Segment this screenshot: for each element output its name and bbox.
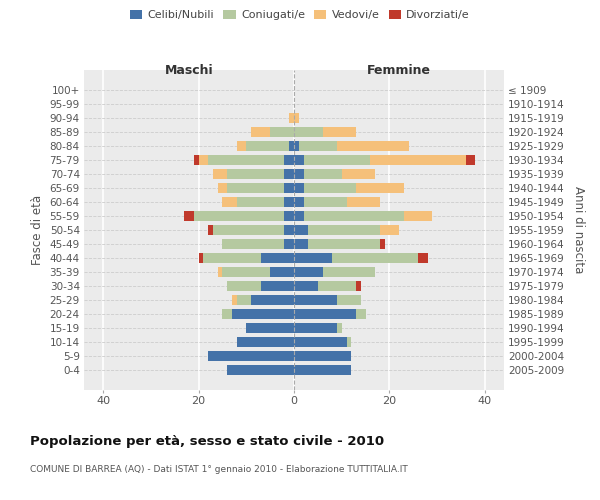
Bar <box>304 210 404 222</box>
Bar <box>337 294 361 306</box>
Bar <box>304 182 356 194</box>
Bar <box>289 140 294 151</box>
Bar <box>294 280 318 291</box>
Text: Maschi: Maschi <box>164 64 214 78</box>
Bar <box>227 182 284 194</box>
Bar <box>199 154 208 166</box>
Bar <box>260 280 294 291</box>
Bar <box>203 252 260 264</box>
Bar <box>223 196 237 207</box>
Bar <box>347 196 380 207</box>
Bar <box>294 126 323 138</box>
Bar <box>194 154 199 166</box>
Bar <box>308 238 380 250</box>
Bar <box>337 322 342 334</box>
Bar <box>213 168 227 179</box>
Bar <box>232 294 237 306</box>
Y-axis label: Anni di nascita: Anni di nascita <box>572 186 585 274</box>
Bar <box>294 210 304 222</box>
Bar <box>418 252 428 264</box>
Bar <box>380 238 385 250</box>
Bar <box>270 266 294 278</box>
Bar <box>284 154 294 166</box>
Bar <box>294 364 351 376</box>
Bar <box>380 224 399 235</box>
Bar <box>466 154 475 166</box>
Bar <box>294 140 299 151</box>
Bar <box>342 168 375 179</box>
Bar <box>304 196 347 207</box>
Y-axis label: Fasce di età: Fasce di età <box>31 195 44 265</box>
Bar <box>284 224 294 235</box>
Bar <box>213 224 284 235</box>
Bar <box>308 224 380 235</box>
Bar <box>208 350 294 362</box>
Bar <box>294 350 351 362</box>
Bar <box>294 238 308 250</box>
Bar <box>294 252 332 264</box>
Bar <box>337 140 409 151</box>
Bar <box>251 294 294 306</box>
Bar <box>218 266 223 278</box>
Bar <box>194 210 284 222</box>
Bar <box>294 112 299 124</box>
Bar <box>246 140 289 151</box>
Bar <box>304 154 370 166</box>
Bar <box>232 308 294 320</box>
Bar <box>223 238 284 250</box>
Text: Femmine: Femmine <box>367 64 431 78</box>
Bar <box>284 168 294 179</box>
Bar <box>347 336 351 347</box>
Bar <box>404 210 433 222</box>
Bar <box>227 364 294 376</box>
Bar <box>251 126 270 138</box>
Bar <box>199 252 203 264</box>
Bar <box>284 196 294 207</box>
Bar <box>289 112 294 124</box>
Bar <box>294 308 356 320</box>
Bar <box>356 308 365 320</box>
Bar <box>299 140 337 151</box>
Text: COMUNE DI BARREA (AQ) - Dati ISTAT 1° gennaio 2010 - Elaborazione TUTTITALIA.IT: COMUNE DI BARREA (AQ) - Dati ISTAT 1° ge… <box>30 465 408 474</box>
Bar <box>223 266 270 278</box>
Bar <box>284 182 294 194</box>
Bar <box>208 224 213 235</box>
Bar <box>294 182 304 194</box>
Bar <box>304 168 342 179</box>
Bar <box>294 294 337 306</box>
Bar <box>218 182 227 194</box>
Bar <box>370 154 466 166</box>
Bar <box>332 252 418 264</box>
Bar <box>237 336 294 347</box>
Bar <box>294 336 347 347</box>
Text: Popolazione per età, sesso e stato civile - 2010: Popolazione per età, sesso e stato civil… <box>30 435 384 448</box>
Bar <box>294 322 337 334</box>
Bar <box>184 210 194 222</box>
Bar <box>294 266 323 278</box>
Legend: Celibi/Nubili, Coniugati/e, Vedovi/e, Divorziati/e: Celibi/Nubili, Coniugati/e, Vedovi/e, Di… <box>125 6 475 25</box>
Bar <box>356 182 404 194</box>
Bar <box>223 308 232 320</box>
Bar <box>270 126 294 138</box>
Bar <box>294 196 304 207</box>
Bar <box>294 168 304 179</box>
Bar <box>227 168 284 179</box>
Bar <box>356 280 361 291</box>
Bar <box>227 280 260 291</box>
Bar <box>284 210 294 222</box>
Bar <box>323 126 356 138</box>
Bar <box>284 238 294 250</box>
Bar <box>246 322 294 334</box>
Bar <box>323 266 375 278</box>
Bar <box>208 154 284 166</box>
Bar <box>294 154 304 166</box>
Bar <box>318 280 356 291</box>
Bar <box>260 252 294 264</box>
Bar <box>237 294 251 306</box>
Bar <box>237 196 284 207</box>
Bar <box>294 224 308 235</box>
Bar <box>237 140 246 151</box>
